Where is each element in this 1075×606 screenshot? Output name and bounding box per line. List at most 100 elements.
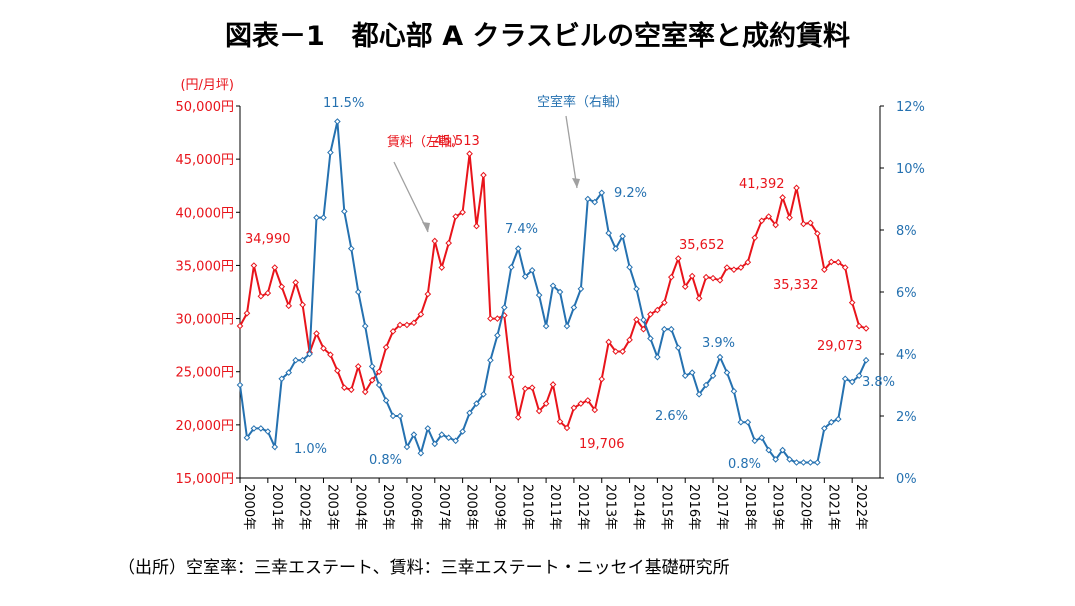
vacancy-point <box>855 372 863 380</box>
rent-point <box>257 292 265 300</box>
rent-point <box>598 375 606 383</box>
vacancy-point <box>368 363 376 370</box>
data-label: 41,392 <box>739 177 785 192</box>
rent-point <box>514 414 522 421</box>
vacancy-point <box>723 369 731 376</box>
x-tick-label: 2007年 <box>436 484 451 530</box>
rent-point <box>821 266 828 273</box>
rent-point <box>841 264 849 271</box>
vacancy-point <box>640 316 647 324</box>
x-tick-label: 2004年 <box>352 484 367 530</box>
rent-point <box>347 386 355 394</box>
x-tick-label: 2013年 <box>603 484 618 530</box>
right-tick-label: 6% <box>896 286 917 301</box>
x-tick-label: 2011年 <box>547 484 562 530</box>
rent-point <box>633 316 640 323</box>
vacancy-point <box>354 288 362 296</box>
rent-point <box>368 376 376 384</box>
rent-point <box>542 400 550 407</box>
x-tick-label: 2008年 <box>464 484 479 530</box>
vacancy-point <box>487 356 494 364</box>
vacancy-point <box>827 418 835 426</box>
rent-point <box>382 343 390 351</box>
data-label: 0.8% <box>728 457 761 472</box>
left-tick-label: 30,000円 <box>176 313 235 328</box>
rent-point <box>834 258 842 266</box>
rent-point <box>445 239 453 247</box>
vacancy-point <box>765 446 773 454</box>
rent-label-arrowhead <box>422 222 430 232</box>
vacancy-point <box>535 291 543 299</box>
vacancy-point <box>306 350 313 358</box>
vacancy-point <box>250 425 258 432</box>
vacancy-point <box>814 459 821 466</box>
vacancy-point <box>556 288 564 296</box>
x-tick-label: 2009年 <box>491 484 506 530</box>
data-label: 45,513 <box>434 134 480 149</box>
vacancy-point <box>577 285 585 293</box>
vacancy-point <box>605 229 613 237</box>
x-tick-label: 2019年 <box>770 484 785 530</box>
vacancy-point <box>396 412 404 420</box>
rent-point <box>438 264 446 271</box>
rent-point <box>737 264 745 271</box>
x-tick-label: 2014年 <box>631 484 646 530</box>
left-tick-label: 35,000円 <box>176 259 235 274</box>
vacancy-point <box>452 437 459 445</box>
vacancy-point <box>347 245 355 252</box>
vacancy-point <box>341 208 348 215</box>
rent-point <box>848 299 856 306</box>
vacancy-label-arrowhead <box>572 178 580 188</box>
vacancy-point <box>361 322 369 330</box>
rent-point <box>354 363 362 370</box>
vacancy-point <box>793 459 800 466</box>
rent-point <box>793 184 800 192</box>
rent-point <box>654 306 661 314</box>
x-tick-label: 2006年 <box>408 484 423 530</box>
vacancy-point <box>661 325 668 333</box>
rent-point <box>563 424 571 432</box>
data-label: 1.0% <box>294 442 327 457</box>
vacancy-point <box>779 446 786 454</box>
vacancy-point <box>514 245 522 252</box>
rent-point <box>424 290 432 298</box>
rent-point <box>341 384 348 391</box>
rent-point <box>807 219 814 227</box>
vacancy-point <box>674 344 682 352</box>
vacancy-point <box>292 356 299 364</box>
data-label: 29,073 <box>817 339 863 354</box>
rent-point <box>403 321 411 329</box>
vacancy-point <box>501 304 508 311</box>
rent-series-label: 賃料（左軸） <box>387 135 465 150</box>
rent-point <box>299 301 306 309</box>
x-tick-label: 2001年 <box>269 484 284 530</box>
vacancy-series-label: 空室率（右軸） <box>537 94 628 110</box>
rent-point <box>744 258 752 266</box>
vacancy-point <box>619 232 626 240</box>
vacancy-point <box>654 353 661 361</box>
x-tick-label: 2020年 <box>798 484 813 530</box>
vacancy-point <box>494 332 501 339</box>
rent-point <box>549 381 557 388</box>
vacancy-point <box>709 372 717 380</box>
data-label: 19,706 <box>579 437 625 452</box>
data-label: 0.8% <box>369 453 402 468</box>
rent-point <box>452 213 459 220</box>
vacancy-point <box>521 273 529 280</box>
vacancy-point <box>507 263 515 271</box>
data-label: 35,332 <box>773 278 819 293</box>
rent-point <box>688 272 696 280</box>
rent-point <box>243 309 251 317</box>
vacancy-point <box>633 285 640 293</box>
vacancy-point <box>403 443 411 451</box>
rent-point <box>612 348 619 355</box>
left-tick-label: 20,000円 <box>176 419 235 434</box>
rent-point <box>800 220 807 228</box>
vacancy-point <box>848 378 856 386</box>
rent-point <box>674 255 682 262</box>
rent-point <box>487 315 494 322</box>
vacancy-point <box>772 456 779 463</box>
rent-point <box>292 279 299 286</box>
rent-point <box>334 367 341 374</box>
vacancy-label-arrow <box>565 115 578 189</box>
